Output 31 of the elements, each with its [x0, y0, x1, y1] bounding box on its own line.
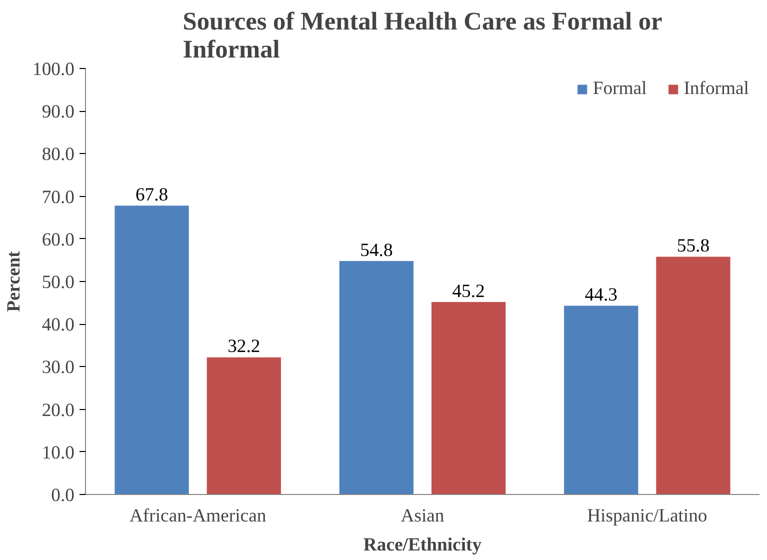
x-axis-title: Race/Ethnicity	[363, 534, 482, 556]
bar	[206, 357, 281, 494]
y-tick-label: 50.0	[42, 272, 75, 293]
data-label: 55.8	[676, 236, 710, 257]
y-tick-label: 10.0	[42, 442, 75, 464]
bar	[564, 306, 638, 494]
bar	[339, 261, 414, 494]
x-tick-label: Hispanic/Latino	[587, 506, 708, 526]
chart-title: Sources of Mental Health Care as Formal or Informal	[182, 8, 662, 64]
legend-label: Formal	[592, 78, 647, 100]
y-tick-label: 20.0	[42, 400, 75, 421]
data-label: 45.2	[452, 280, 485, 302]
data-label: 32.2	[228, 336, 260, 358]
y-tick-label: 0.0	[51, 485, 75, 506]
y-axis-title: Percent	[4, 250, 25, 312]
bar	[656, 256, 730, 494]
bar	[431, 302, 506, 494]
bar	[114, 206, 189, 494]
y-tick-label: 90.0	[42, 102, 75, 123]
y-tick-label: 60.0	[42, 229, 75, 250]
y-tick-label: 100.0	[32, 59, 75, 80]
x-tick-label: African-American	[129, 506, 267, 526]
data-label: 44.3	[584, 284, 618, 306]
y-tick-label: 80.0	[42, 144, 75, 166]
data-label: 54.8	[360, 240, 393, 261]
y-tick-label: 40.0	[42, 314, 75, 336]
y-tick-label: 30.0	[42, 357, 75, 378]
legend-label: Informal	[684, 78, 749, 100]
y-tick-label: 70.0	[42, 186, 75, 208]
x-tick-label: Asian	[400, 506, 445, 526]
data-label: 67.8	[135, 184, 168, 206]
